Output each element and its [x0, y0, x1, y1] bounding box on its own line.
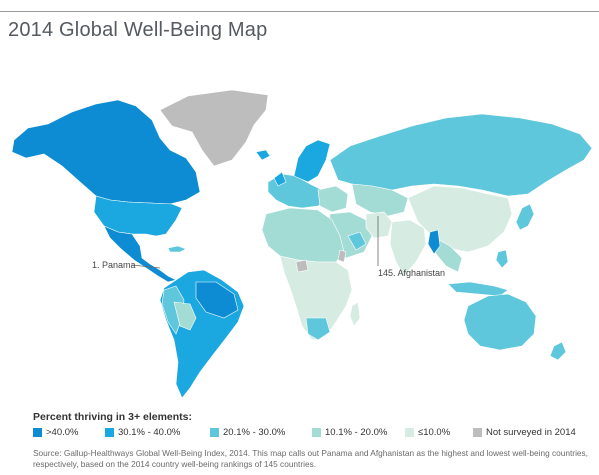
legend-item: ≤10.0%	[405, 427, 450, 438]
legend-swatch	[405, 428, 414, 437]
region-brazil-north	[195, 281, 239, 319]
region-south-africa	[305, 317, 331, 341]
region-canada-alaska	[11, 99, 201, 205]
panama-callout: 1. Panama	[92, 260, 136, 270]
region-madagascar	[349, 301, 361, 327]
region-central-asia	[351, 183, 409, 217]
legend-item: 10.1% - 20.0%	[312, 427, 387, 438]
legend-label: >40.0%	[46, 427, 79, 438]
legend-swatch	[210, 428, 219, 437]
legend-label: ≤10.0%	[418, 427, 451, 438]
region-greenland	[159, 89, 269, 167]
source-note: Source: Gallup-Healthways Global Well-Be…	[33, 448, 588, 469]
legend-swatch	[312, 428, 321, 437]
legend-label: 10.1% - 20.0%	[325, 427, 388, 438]
region-india	[389, 219, 427, 277]
legend: >40.0% 30.1% - 40.0% 20.1% - 30.0% 10.1%…	[33, 427, 593, 441]
region-peru-bolivia	[173, 301, 197, 331]
legend-label: 30.1% - 40.0%	[118, 427, 181, 438]
region-myanmar	[427, 229, 441, 255]
panama-callout-line	[131, 264, 161, 269]
top-divider	[0, 11, 599, 12]
world-map	[11, 89, 593, 399]
legend-label: Not surveyed in 2014	[486, 427, 576, 438]
region-caribbean	[167, 245, 187, 253]
region-mexico	[103, 225, 177, 283]
region-scandinavia	[293, 139, 331, 183]
legend-swatch	[33, 428, 42, 437]
region-andes	[161, 285, 185, 335]
legend-swatch	[473, 428, 482, 437]
region-indonesia	[447, 281, 509, 297]
region-philippines	[495, 249, 509, 269]
region-russia	[329, 113, 593, 197]
region-iceland-uk	[255, 149, 287, 187]
region-australia	[463, 293, 537, 351]
legend-title: Percent thriving in 3+ elements:	[33, 411, 193, 423]
legend-item: 20.1% - 30.0%	[210, 427, 285, 438]
region-new-zealand	[549, 341, 567, 361]
region-not-surveyed-africa	[295, 249, 347, 273]
afghanistan-callout: 145. Afghanistan	[378, 268, 446, 278]
region-japan	[515, 203, 535, 231]
region-arabia-gulf	[347, 231, 367, 251]
region-sub-saharan-africa	[279, 255, 353, 341]
legend-item: 30.1% - 40.0%	[105, 427, 180, 438]
region-eastern-europe	[317, 185, 349, 213]
legend-item: >40.0%	[33, 427, 79, 438]
region-iran-pakistan	[365, 211, 393, 239]
legend-label: 20.1% - 30.0%	[223, 427, 286, 438]
legend-swatch	[105, 428, 114, 437]
map-title: 2014 Global Well-Being Map	[8, 19, 268, 41]
legend-item: Not surveyed in 2014	[473, 427, 576, 438]
